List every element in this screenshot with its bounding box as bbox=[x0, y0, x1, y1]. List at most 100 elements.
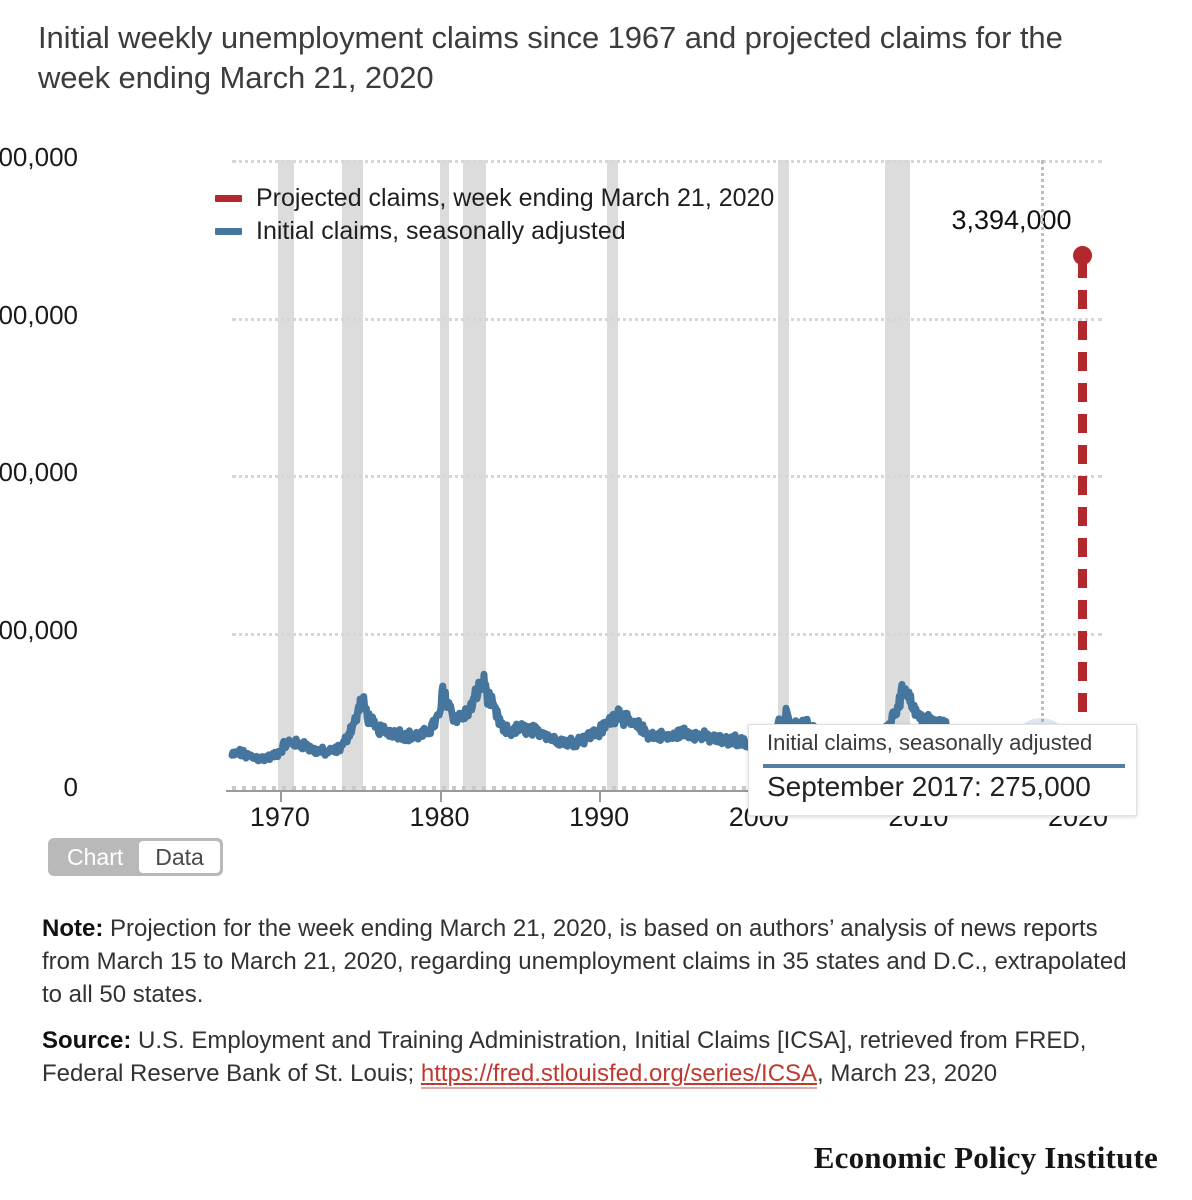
axis-minor-tick bbox=[462, 786, 466, 790]
axis-minor-tick bbox=[292, 786, 296, 790]
axis-minor-tick bbox=[622, 786, 626, 790]
axis-minor-tick bbox=[332, 786, 336, 790]
x-axis-line bbox=[226, 790, 1108, 792]
axis-minor-tick bbox=[352, 786, 356, 790]
axis-minor-tick bbox=[502, 786, 506, 790]
axis-minor-tick bbox=[712, 786, 716, 790]
axis-minor-tick bbox=[252, 786, 256, 790]
chart-note: Note: Projection for the week ending Mar… bbox=[42, 912, 1152, 1011]
y-axis-tick-label: 2,000,000 bbox=[0, 457, 78, 487]
axis-minor-tick bbox=[582, 786, 586, 790]
y-axis-tick-label: 1,000,000 bbox=[0, 614, 78, 645]
axis-minor-tick bbox=[272, 786, 276, 790]
legend-swatch-initial-claims bbox=[215, 228, 242, 235]
gridline bbox=[232, 632, 1102, 636]
initial-claims-line bbox=[228, 670, 1085, 765]
projection-value-label: 3,394,000 bbox=[951, 205, 1072, 236]
axis-minor-tick bbox=[642, 786, 646, 790]
legend-item-projected[interactable]: Projected claims, week ending March 21, … bbox=[215, 182, 774, 215]
axis-minor-tick bbox=[492, 786, 496, 790]
axis-minor-tick bbox=[372, 786, 376, 790]
axis-minor-tick bbox=[692, 786, 696, 790]
gridline bbox=[232, 475, 1102, 478]
axis-minor-tick bbox=[732, 786, 736, 790]
axis-minor-tick bbox=[362, 786, 366, 790]
tab-chart[interactable]: Chart bbox=[51, 841, 139, 873]
projection-dashed-line bbox=[1077, 259, 1087, 790]
legend-swatch-projected bbox=[215, 195, 242, 202]
note-text: Projection for the week ending March 21,… bbox=[42, 915, 1127, 1009]
note-label: Note: bbox=[42, 915, 104, 942]
page-title: Initial weekly unemployment claims since… bbox=[38, 20, 1063, 96]
axis-minor-tick bbox=[262, 786, 266, 790]
chart-container: 0 1,000,000 2,000,000 3,000,000 4,000,000 19… bbox=[0, 130, 1192, 832]
axis-minor-tick bbox=[442, 786, 446, 790]
axis-minor-tick bbox=[722, 786, 726, 790]
x-axis-tick-label: 1970 bbox=[249, 802, 310, 832]
chart-source: Source: U.S. Employment and Training Adm… bbox=[42, 1024, 1152, 1090]
axis-minor-tick bbox=[432, 786, 436, 790]
axis-minor-tick bbox=[632, 786, 636, 790]
axis-minor-tick bbox=[612, 786, 616, 790]
x-axis-tick-label: 1990 bbox=[569, 802, 630, 832]
source-text-after-link: , March 23, 2020 bbox=[817, 1060, 998, 1088]
gridline bbox=[232, 317, 1102, 321]
tooltip-value: September 2017: 275,000 bbox=[767, 771, 1091, 802]
axis-minor-tick bbox=[452, 786, 456, 790]
tab-data[interactable]: Data bbox=[139, 841, 220, 873]
axis-minor-tick bbox=[312, 786, 316, 790]
axis-minor-tick bbox=[382, 786, 386, 790]
source-label: Source: bbox=[42, 1027, 132, 1054]
axis-minor-tick bbox=[702, 786, 706, 790]
axis-minor-tick bbox=[342, 786, 346, 790]
axis-minor-tick bbox=[482, 786, 486, 790]
axis-minor-tick bbox=[682, 786, 686, 790]
x-axis-tick bbox=[599, 790, 602, 802]
tooltip-divider bbox=[763, 764, 1125, 768]
legend-label-projected: Projected claims, week ending March 21, … bbox=[256, 184, 775, 212]
axis-minor-tick bbox=[232, 786, 236, 790]
axis-minor-tick bbox=[412, 786, 416, 790]
tooltip-title: Initial claims, seasonally adjusted bbox=[767, 730, 1093, 755]
axis-minor-tick bbox=[422, 786, 426, 790]
axis-minor-tick bbox=[552, 786, 556, 790]
axis-minor-tick bbox=[512, 786, 516, 790]
axis-minor-tick bbox=[282, 786, 286, 790]
axis-minor-tick bbox=[392, 786, 396, 790]
axis-minor-tick bbox=[662, 786, 666, 790]
legend-item-initial-claims[interactable]: Initial claims, seasonally adjusted bbox=[215, 215, 774, 248]
series-path-initial-claims bbox=[228, 670, 1085, 765]
data-tooltip: Initial claims, seasonally adjusted Sept… bbox=[748, 724, 1137, 816]
projection-marker-dot bbox=[1072, 246, 1092, 266]
plot-area bbox=[226, 160, 1108, 802]
axis-minor-tick bbox=[742, 786, 746, 790]
axis-minor-tick bbox=[592, 786, 596, 790]
x-axis-tick-label: 1980 bbox=[409, 802, 470, 832]
x-axis-tick bbox=[439, 790, 442, 802]
axis-minor-tick bbox=[562, 786, 566, 790]
axis-minor-tick bbox=[572, 786, 576, 790]
axis-minor-tick bbox=[652, 786, 656, 790]
source-text-before-link: U.S. Employment and Training Administrat… bbox=[42, 1027, 1087, 1088]
axis-minor-tick bbox=[602, 786, 606, 790]
x-axis-tick bbox=[279, 790, 282, 802]
source-link[interactable]: https://fred.stlouisfed.org/series/ICSA bbox=[420, 1060, 818, 1090]
axis-minor-tick bbox=[542, 786, 546, 790]
axis-minor-tick bbox=[472, 786, 476, 790]
view-toggle[interactable]: Chart Data bbox=[48, 838, 223, 876]
axis-minor-tick bbox=[322, 786, 326, 790]
legend-label-initial-claims: Initial claims, seasonally adjusted bbox=[256, 217, 626, 245]
axis-minor-tick bbox=[302, 786, 306, 790]
y-axis-tick-label: 0 bbox=[63, 772, 78, 802]
axis-minor-tick bbox=[672, 786, 676, 790]
y-axis-tick-label: 4,000,000 bbox=[0, 142, 78, 172]
gridline bbox=[232, 160, 1102, 163]
axis-minor-tick bbox=[532, 786, 536, 790]
axis-minor-tick bbox=[402, 786, 406, 790]
chart-legend: Projected claims, week ending March 21, … bbox=[215, 182, 774, 248]
epi-logo: Economic Policy Institute bbox=[813, 1140, 1158, 1175]
axis-minor-tick bbox=[242, 786, 246, 790]
axis-minor-tick bbox=[522, 786, 526, 790]
hover-vertical-line bbox=[1041, 160, 1045, 790]
